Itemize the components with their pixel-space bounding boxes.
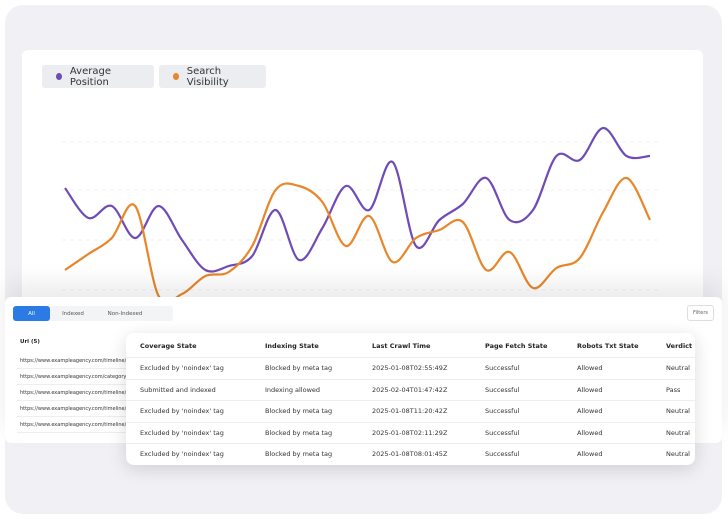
table-cell: 2025-01-08T02:55:49Z bbox=[372, 364, 448, 372]
column-header: Last Crawl Time bbox=[372, 342, 431, 350]
table-cell: 2025-02-04T01:47:42Z bbox=[372, 385, 448, 394]
row-divider bbox=[126, 443, 695, 444]
column-header: Coverage State bbox=[140, 342, 197, 350]
table-cell: Submitted and indexed bbox=[140, 385, 216, 394]
row-divider bbox=[126, 357, 695, 358]
table-cell: 2025-01-08T11:20:42Z bbox=[372, 407, 448, 415]
url-cell: https://www.exampleagency.com/timeline/s… bbox=[20, 390, 132, 396]
table-cell: Allowed bbox=[577, 364, 603, 372]
table-cell: Excluded by 'noindex' tag bbox=[140, 428, 224, 437]
table-cell: Excluded by 'noindex' tag bbox=[140, 450, 224, 458]
url-cell: https://www.exampleagency.com/timeline/s… bbox=[20, 358, 132, 364]
tab[interactable]: Non-Indexed bbox=[107, 310, 143, 317]
legend-label: Average Position bbox=[69, 65, 111, 88]
column-header: Page Fetch State bbox=[485, 342, 548, 350]
series-line bbox=[64, 126, 651, 273]
table-cell: Successful bbox=[485, 450, 520, 458]
table-cell: Successful bbox=[485, 385, 520, 394]
legend-label: Search Visibility bbox=[186, 65, 229, 88]
table-cell: Blocked by meta tag bbox=[265, 450, 333, 458]
table-cell: Pass bbox=[666, 385, 681, 394]
series-line bbox=[64, 176, 651, 304]
filters-label: Filters bbox=[693, 310, 708, 316]
column-header: Robots Txt State bbox=[577, 342, 639, 350]
table-cell: Allowed bbox=[577, 450, 603, 458]
row-divider bbox=[17, 384, 137, 385]
table-cell: Excluded by 'noindex' tag bbox=[140, 407, 224, 415]
legend-dot bbox=[173, 73, 179, 80]
table-cell: Neutral bbox=[666, 450, 690, 458]
table-cell: Successful bbox=[485, 407, 520, 415]
index-table: Coverage State Indexing State Last Crawl T… bbox=[126, 333, 695, 465]
row-divider bbox=[17, 432, 137, 433]
line-chart bbox=[62, 126, 662, 304]
chart-card: Average Position Search Visibility bbox=[22, 50, 703, 310]
filters-button[interactable]: Filters bbox=[687, 305, 714, 321]
table-cell: 2025-01-08T02:11:29Z bbox=[372, 428, 448, 437]
table-cell: Neutral bbox=[666, 428, 690, 437]
url-cell: https://www.exampleagency.com/timeline/s… bbox=[20, 422, 132, 428]
table-cell: Indexing allowed bbox=[265, 385, 321, 394]
table-cell: Neutral bbox=[666, 364, 690, 372]
legend-item[interactable]: Search Visibility bbox=[159, 65, 266, 88]
table-cell: Blocked by meta tag bbox=[265, 364, 333, 372]
row-divider bbox=[17, 416, 137, 417]
table-cell: Allowed bbox=[577, 385, 603, 394]
tab-bar bbox=[13, 306, 173, 321]
row-divider bbox=[126, 400, 695, 401]
column-header: Indexing State bbox=[265, 342, 319, 350]
table-cell: Successful bbox=[485, 364, 520, 372]
row-divider bbox=[126, 421, 695, 423]
tab[interactable]: All bbox=[13, 306, 50, 321]
table-cell: 2025-01-08T08:01:45Z bbox=[372, 450, 448, 458]
table-cell: Successful bbox=[485, 428, 520, 437]
table-cell: Blocked by meta tag bbox=[265, 428, 333, 437]
tab[interactable]: Indexed bbox=[62, 310, 84, 317]
row-divider bbox=[17, 368, 137, 369]
table-cell: Blocked by meta tag bbox=[265, 407, 333, 415]
column-header: Verdict bbox=[666, 342, 693, 350]
legend-dot bbox=[56, 73, 62, 80]
table-cell: Allowed bbox=[577, 407, 603, 415]
row-divider bbox=[17, 400, 137, 401]
table-cell: Excluded by 'noindex' tag bbox=[140, 364, 224, 372]
url-cell: https://www.exampleagency.com/timeline/s… bbox=[20, 406, 132, 412]
url-cell: https://www.exampleagency.com/category/a bbox=[20, 374, 132, 380]
row-divider bbox=[126, 378, 695, 380]
table-cell: Allowed bbox=[577, 428, 603, 437]
table-cell: Neutral bbox=[666, 407, 690, 415]
legend-item[interactable]: Average Position bbox=[42, 65, 154, 88]
url-header: Url (5) bbox=[20, 339, 40, 345]
